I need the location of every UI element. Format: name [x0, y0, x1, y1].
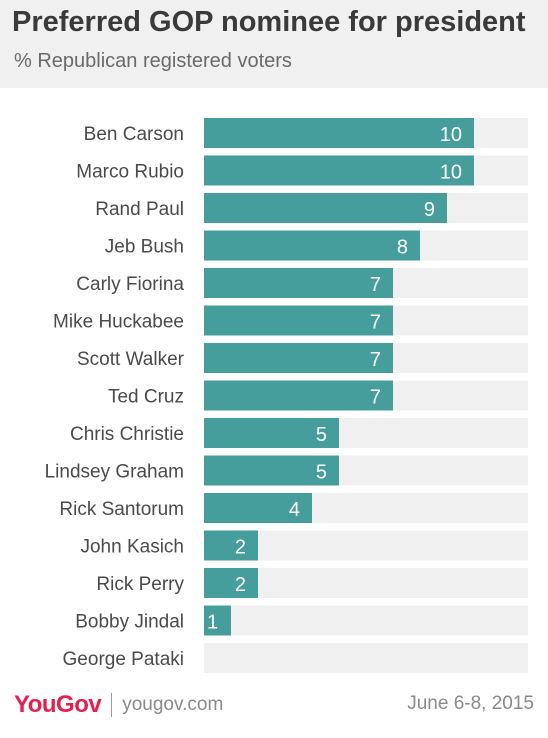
value-label-mike-huckabee: 7 [370, 312, 381, 334]
bar-track-george-pataki [204, 643, 528, 673]
chart-title: Preferred GOP nominee for president [12, 6, 526, 38]
yougov-logo: YouGov [14, 691, 102, 718]
value-label-jeb-bush: 8 [397, 237, 408, 259]
value-label-bobby-jindal: 1 [207, 612, 218, 634]
value-label-rick-perry: 2 [235, 574, 246, 596]
header-band: Preferred GOP nominee for president % Re… [0, 0, 548, 88]
brand-divider [111, 693, 113, 717]
category-label-ted-cruz: Ted Cruz [108, 387, 184, 408]
category-label-jeb-bush: Jeb Bush [105, 237, 184, 258]
category-label-rick-santorum: Rick Santorum [59, 499, 184, 520]
bar-track-bobby-jindal [204, 605, 528, 636]
category-label-carly-fiorina: Carly Fiorina [76, 274, 184, 295]
bar-carly-fiorina [204, 268, 393, 298]
value-label-chris-christie: 5 [316, 424, 327, 446]
value-label-john-kasich: 2 [235, 537, 246, 559]
bar-bobby-jindal [204, 605, 231, 636]
value-label-ben-carson: 10 [440, 124, 462, 146]
bar-jeb-bush [204, 230, 420, 261]
value-label-rand-paul: 9 [424, 199, 435, 221]
value-label-lindsey-graham: 5 [316, 462, 327, 484]
bar-rand-paul [204, 193, 447, 223]
bar-chris-christie [204, 418, 339, 448]
bar-scott-walker [204, 343, 393, 373]
chart-subtitle: % Republican registered voters [14, 50, 292, 72]
value-label-rick-santorum: 4 [289, 499, 300, 521]
category-label-john-kasich: John Kasich [80, 537, 184, 558]
category-label-rand-paul: Rand Paul [95, 199, 184, 220]
category-label-lindsey-graham: Lindsey Graham [45, 462, 184, 483]
bar-rick-santorum [204, 493, 312, 523]
bar-chart: Ben Carson 10 Marco Rubio 10 Rand Paul 9 Jeb B… [45, 118, 528, 673]
category-label-ben-carson: Ben Carson [84, 124, 184, 145]
value-label-carly-fiorina: 7 [370, 274, 381, 296]
category-label-scott-walker: Scott Walker [77, 349, 185, 370]
category-label-bobby-jindal: Bobby Jindal [75, 612, 184, 633]
survey-date: June 6-8, 2015 [407, 693, 534, 714]
category-label-marco-rubio: Marco Rubio [76, 162, 184, 183]
value-label-scott-walker: 7 [370, 349, 381, 371]
category-label-rick-perry: Rick Perry [96, 574, 184, 595]
bar-mike-huckabee [204, 305, 393, 336]
value-label-ted-cruz: 7 [370, 387, 381, 409]
bar-lindsey-graham [204, 455, 339, 486]
bar-ben-carson [204, 118, 474, 148]
bar-marco-rubio [204, 155, 474, 186]
footer-brand: YouGov yougov.com [14, 690, 223, 720]
bar-john-kasich [204, 530, 258, 561]
category-label-mike-huckabee: Mike Huckabee [53, 312, 184, 333]
brand-url: yougov.com [122, 694, 224, 715]
category-label-chris-christie: Chris Christie [70, 424, 184, 445]
value-label-marco-rubio: 10 [440, 162, 462, 184]
bar-ted-cruz [204, 380, 393, 411]
category-label-george-pataki: George Pataki [63, 649, 184, 670]
bar-rick-perry [204, 568, 258, 598]
